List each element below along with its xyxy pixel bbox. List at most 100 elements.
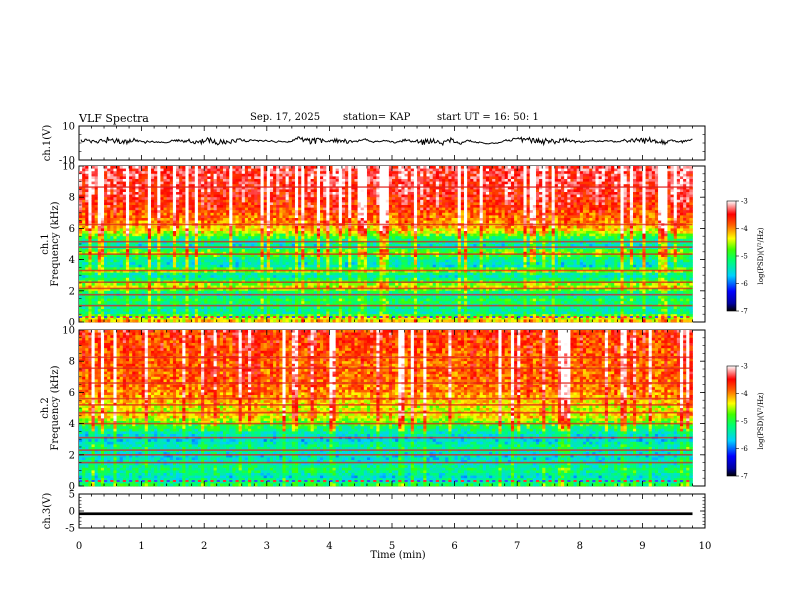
spectrogram-cell xyxy=(620,174,624,177)
spectrogram-cell xyxy=(358,171,362,174)
spectrogram-cell xyxy=(564,179,568,182)
spectrogram-cell xyxy=(304,179,308,182)
spectrogram-cell xyxy=(614,182,618,185)
spectrogram-cell xyxy=(523,174,527,177)
spectrogram-cell xyxy=(267,171,271,174)
spectrogram-cell xyxy=(339,182,343,185)
spectrogram-cell xyxy=(189,176,193,179)
spectrogram-cell xyxy=(448,176,452,179)
spectrogram-cell xyxy=(436,171,440,174)
spectrogram-cell xyxy=(549,166,553,169)
spectrogram-cell xyxy=(433,182,437,185)
spectrogram-cell xyxy=(364,182,368,185)
spectrogram-cell xyxy=(442,166,446,169)
spectrogram-cell xyxy=(117,179,121,182)
spectrogram-cell xyxy=(383,179,387,182)
spectrogram-cell xyxy=(430,166,434,169)
spectrogram-cell xyxy=(627,179,631,182)
spectrogram-cell xyxy=(214,176,218,179)
spectrogram-cell xyxy=(498,166,502,169)
spectrogram-cell xyxy=(492,171,496,174)
spectrogram-cell xyxy=(445,182,449,185)
spectrogram-cell xyxy=(282,176,286,179)
vlf-spectra-figure: 0 1 2 3 4 5 6 7 8 9 1010-100246810024681050-5 ch.1… xyxy=(0,0,792,612)
spectrogram-cell xyxy=(282,182,286,185)
spectrogram-cell xyxy=(270,174,274,177)
spectrogram-cell xyxy=(617,169,621,172)
spectrogram-cell xyxy=(104,176,108,179)
spectrogram-cell xyxy=(295,166,299,169)
spectrogram-cell xyxy=(98,176,102,179)
spectrogram-cell xyxy=(229,182,233,185)
spectrogram-cell xyxy=(602,182,606,185)
spectrogram-cell xyxy=(198,182,202,185)
spectrogram-cell xyxy=(389,182,393,185)
spectrogram-cell xyxy=(110,169,114,172)
spectrogram-cell xyxy=(658,166,662,169)
spectrogram-cell xyxy=(599,166,603,169)
spectrogram-cell xyxy=(120,169,124,172)
spectrogram-cell xyxy=(642,179,646,182)
spectrogram-cell xyxy=(351,182,355,185)
spectrogram-cell xyxy=(486,169,490,172)
spectrogram-cell xyxy=(664,176,668,179)
spectrogram-cell xyxy=(405,176,409,179)
spectrogram-cell xyxy=(198,169,202,172)
spectrogram-cell xyxy=(570,169,574,172)
spectrogram-cell xyxy=(339,174,343,177)
spectrogram-cell xyxy=(674,174,678,177)
spectrogram-cell xyxy=(514,171,518,174)
spectrogram-cell xyxy=(329,179,333,182)
spectrogram-cell xyxy=(574,182,578,185)
spectrogram-cell xyxy=(583,169,587,172)
spectrogram-cell xyxy=(636,169,640,172)
spectrogram-cell xyxy=(129,174,133,177)
spectrogram-cell xyxy=(392,182,396,185)
spectrogram-cell xyxy=(223,179,227,182)
spectrogram-cell xyxy=(477,182,481,185)
spectrogram-cell xyxy=(154,166,158,169)
spectrogram-cell xyxy=(204,176,208,179)
spectrogram-cell xyxy=(620,169,624,172)
spectrogram-cell xyxy=(251,174,255,177)
spectrogram-cell xyxy=(517,182,521,185)
spectrogram-cell xyxy=(552,174,556,177)
spectrogram-cell xyxy=(671,182,675,185)
spectrogram-cell xyxy=(120,179,124,182)
spectrogram-cell xyxy=(101,179,105,182)
spectrogram-cell xyxy=(414,182,418,185)
spectrogram-cell xyxy=(317,176,321,179)
spectrogram-cell xyxy=(608,182,612,185)
spectrogram-cell xyxy=(182,171,186,174)
spectrogram-cell xyxy=(248,171,252,174)
spectrogram-cell xyxy=(92,176,96,179)
spectrogram-cell xyxy=(689,182,693,185)
spectrogram-cell xyxy=(132,174,136,177)
spectrogram-cell xyxy=(683,174,687,177)
spectrogram-cell xyxy=(630,182,634,185)
spectrogram-cell xyxy=(348,171,352,174)
spectrogram-cell xyxy=(671,179,675,182)
spectrogram-cell xyxy=(320,166,324,169)
spectrogram-cell xyxy=(148,169,152,172)
spectrogram-cell xyxy=(383,166,387,169)
spectrogram-cell xyxy=(226,176,230,179)
spectrogram-cell xyxy=(389,174,393,177)
spectrogram-cell xyxy=(542,174,546,177)
spectrogram-cell xyxy=(392,179,396,182)
spectrogram-cell xyxy=(351,174,355,177)
spectrogram-cell xyxy=(110,166,114,169)
spectrogram-cell xyxy=(436,179,440,182)
spectrogram-cell xyxy=(448,179,452,182)
spectrogram-cell xyxy=(185,174,189,177)
spectrogram-cell xyxy=(408,176,412,179)
spectrogram-cell xyxy=(473,179,477,182)
spectrogram-cell xyxy=(533,169,537,172)
spectrogram-cell xyxy=(82,182,86,185)
spectrogram-cell xyxy=(132,179,136,182)
spectrogram-cell xyxy=(545,166,549,169)
spectrogram-cell xyxy=(95,169,99,172)
spectrogram-cell xyxy=(95,179,99,182)
spectrogram-cell xyxy=(530,176,534,179)
spectrogram-cell xyxy=(527,169,531,172)
